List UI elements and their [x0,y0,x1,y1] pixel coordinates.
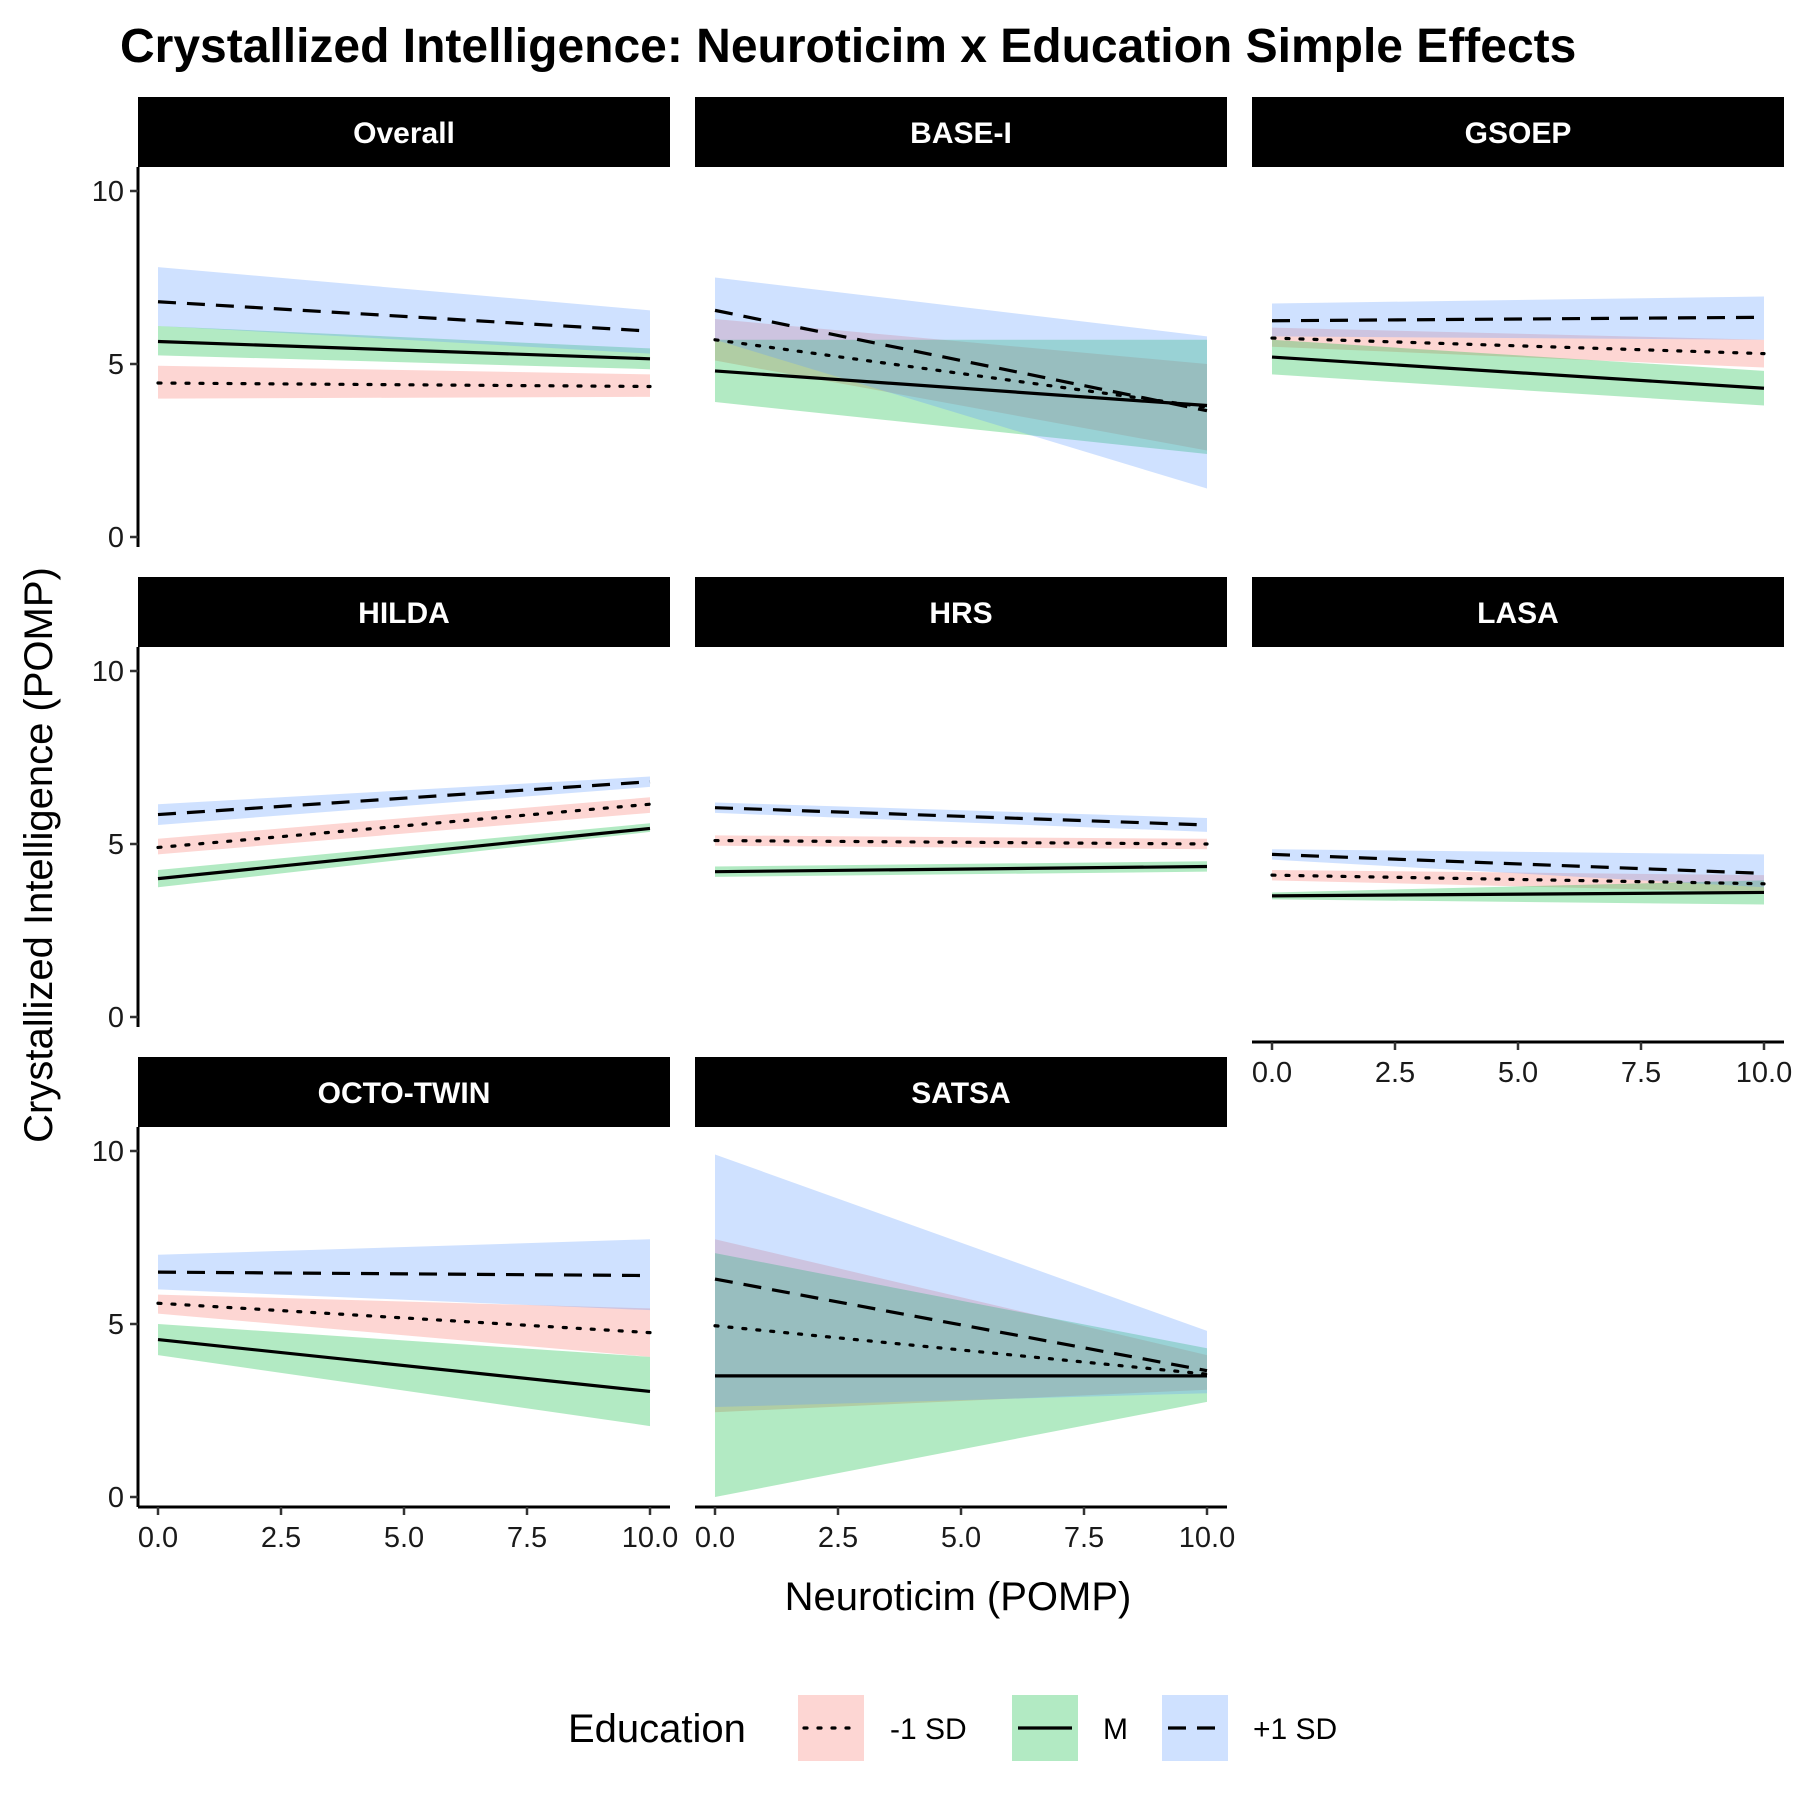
legend-title: Education [568,1707,746,1751]
x-tick-label: 0.0 [138,1522,178,1554]
panel-octo-twin: OCTO-TWIN 0 5 10 0.0 2.5 5.0 7.5 10.0 [92,1057,678,1554]
ribbon-1-sd [1272,869,1764,893]
x-tick-label: 2.5 [261,1522,301,1554]
line-1-sd [1271,852,1765,876]
strip-background [138,577,670,647]
strip-label: Overall [353,117,455,150]
strip-background [138,97,670,167]
strip-label: LASA [1477,597,1559,630]
panel-hilda: HILDA 0 5 10 [92,577,670,1034]
y-tick-label: 5 [108,349,124,381]
panel-base-i: BASE-I [695,97,1227,489]
strip-background [695,97,1227,167]
ribbon-1-sd [715,319,1207,451]
strip-label: OCTO-TWIN [318,1077,491,1110]
panel-hrs: HRS [695,577,1227,877]
panel-lasa: LASA 0.0 2.5 5.0 7.5 10.0 [1252,577,1792,1089]
x-tick-label: 10.0 [1179,1522,1235,1554]
panel-satsa: SATSA 0.0 2.5 5.0 7.5 10.0 [695,1057,1235,1554]
ribbon-1-sd [158,776,650,825]
strip-background [1252,97,1784,167]
y-tick-label: 0 [108,522,124,554]
x-tick-label: 0.0 [1252,1057,1292,1089]
x-tick-label: 10.0 [1736,1057,1792,1089]
legend-label: -1 SD [890,1713,967,1746]
line-1-sd [156,381,652,389]
strip-background [695,577,1227,647]
x-tick-label: 7.5 [1621,1057,1661,1089]
ribbon-m [158,1324,650,1427]
ribbon-1-sd [715,835,1207,850]
ribbon-1-sd [158,267,650,354]
y-tick-label: 5 [108,1309,124,1341]
y-tick-label: 10 [92,1136,124,1168]
x-tick-label: 7.5 [507,1522,547,1554]
line-m [714,864,1208,874]
strip-background [695,1057,1227,1127]
x-tick-label: 7.5 [1064,1522,1104,1554]
line-1-sd [1270,336,1766,356]
line-m [157,1337,651,1394]
legend-label: +1 SD [1253,1713,1337,1746]
ribbon-m [1272,880,1764,905]
line-m [157,826,651,881]
panels: Overall 0 5 10 BASE-I GSOEP HILDA 0 5 10 HRS LASA 0.… [92,97,1792,1554]
ribbon-1-sd [1272,327,1764,368]
line-m [1271,890,1765,898]
line-m [157,339,651,361]
y-axis-title: Crystallized Intelligence (POMP) [17,567,61,1143]
y-tick-label: 0 [108,1002,124,1034]
legend-label: M [1103,1713,1128,1746]
line-1-sd [714,308,1208,413]
panel-overall: Overall 0 5 10 [92,97,670,554]
chart-title: Crystallized Intelligence: Neuroticim x … [120,20,1576,73]
ribbon-m [158,823,650,888]
x-tick-label: 5.0 [384,1522,424,1554]
strip-background [1252,577,1784,647]
y-tick-label: 0 [108,1482,124,1514]
ribbon-1-sd [158,1294,650,1357]
line-m [714,369,1208,408]
x-tick-label: 2.5 [818,1522,858,1554]
line-1-sd [157,1270,651,1278]
ribbon-m [715,339,1207,454]
strip-label: HILDA [358,597,450,630]
x-tick-label: 5.0 [1498,1057,1538,1089]
strip-label: GSOEP [1465,117,1572,150]
strip-background [138,1057,670,1127]
line-m [1271,355,1765,390]
ribbon-1-sd [715,1154,1207,1408]
strip-label: HRS [929,597,992,630]
strip-label: BASE-I [910,117,1012,150]
strip-label: SATSA [911,1077,1010,1110]
line-1-sd [714,1277,1208,1373]
y-tick-label: 10 [92,656,124,688]
x-tick-label: 2.5 [1375,1057,1415,1089]
line-1-sd [713,338,1209,409]
ribbon-1-sd [158,365,650,399]
ribbon-m [158,325,650,370]
panel-gsoep: GSOEP [1252,97,1784,406]
line-1-sd [713,838,1209,846]
ribbon-1-sd [715,277,1207,489]
line-1-sd [1270,873,1766,886]
legend-item-1-sd: -1 SD [798,1695,967,1761]
y-tick-label: 10 [92,176,124,208]
legend: Education -1 SD M +1 SD [568,1695,1337,1761]
legend-item-m: M [1012,1695,1128,1761]
ribbon-1-sd [158,797,650,855]
y-tick-label: 5 [108,829,124,861]
x-axis-title: Neuroticim (POMP) [785,1575,1132,1619]
line-1-sd [714,806,1208,827]
x-tick-label: 0.0 [695,1522,735,1554]
line-1-sd [157,300,651,333]
x-tick-label: 10.0 [622,1522,678,1554]
line-1-sd [157,780,651,817]
legend-item-1-sd: +1 SD [1162,1695,1337,1761]
line-1-sd [1271,315,1765,323]
x-tick-label: 5.0 [941,1522,981,1554]
ribbon-1-sd [715,1239,1207,1413]
